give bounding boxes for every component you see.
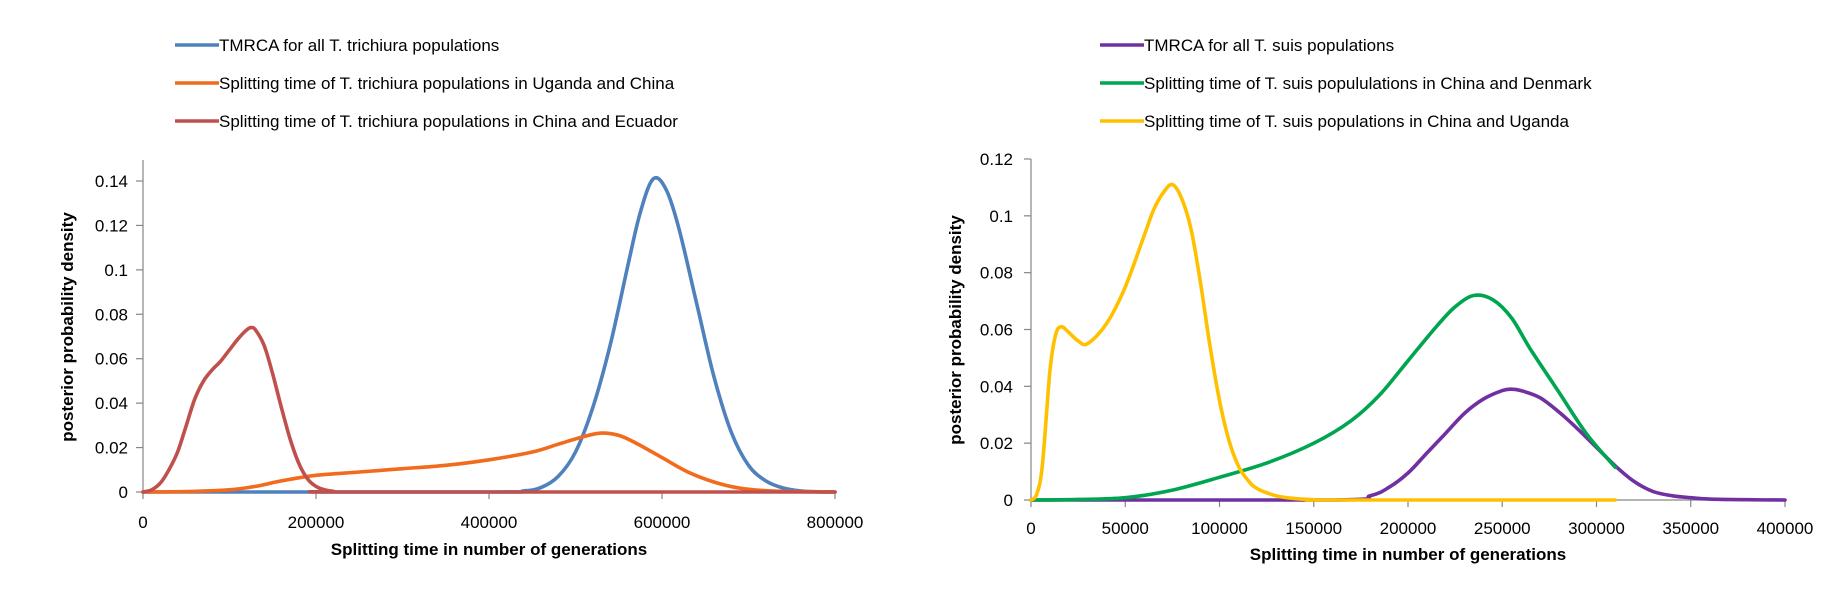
x-tick-label: 800000 [807, 513, 864, 532]
plot-area: 0 0.02 0.04 0.06 0.08 0.1 0.12 0.14 0 200000 40000… [95, 160, 863, 532]
x-tick-label: 300000 [1568, 519, 1625, 538]
chart-trichiura: TMRCA for all T. trichiura populations Sp… [58, 36, 863, 559]
x-tick-label: 0 [1026, 519, 1035, 538]
legend-item: Splitting time of T. suis popululations … [1100, 74, 1592, 93]
x-tick-label: 350000 [1662, 519, 1719, 538]
y-tick-label: 0.1 [989, 207, 1013, 226]
x-tick-label: 150000 [1285, 519, 1342, 538]
x-axis-title: Splitting time in number of generations [1250, 545, 1566, 564]
legend: TMRCA for all T. trichiura populations Sp… [175, 36, 678, 131]
x-tick-label: 400000 [1757, 519, 1814, 538]
legend-item: TMRCA for all T. suis populations [1100, 36, 1394, 55]
x-tick-label: 50000 [1102, 519, 1149, 538]
x-axis-title: Splitting time in number of generations [331, 540, 647, 559]
legend-label: TMRCA for all T. trichiura populations [219, 36, 499, 55]
legend-item: TMRCA for all T. trichiura populations [175, 36, 499, 55]
y-tick-label: 0.08 [95, 305, 128, 324]
y-axis-title: posterior probability density [946, 215, 965, 445]
legend-label: Splitting time of T. trichiura populatio… [219, 74, 675, 93]
legend: TMRCA for all T. suis populations Splitti… [1100, 36, 1592, 131]
y-tick-label: 0.12 [980, 150, 1013, 169]
legend-item: Splitting time of T. suis populations in… [1100, 112, 1569, 131]
legend-label: TMRCA for all T. suis populations [1144, 36, 1394, 55]
y-tick-label: 0.06 [95, 350, 128, 369]
y-tick-label: 0.14 [95, 172, 128, 191]
x-tick-label: 0 [138, 513, 147, 532]
x-tick-label: 200000 [1380, 519, 1437, 538]
y-tick-label: 0.06 [980, 321, 1013, 340]
x-tick-label: 200000 [288, 513, 345, 532]
series-line-1 [141, 175, 837, 494]
y-axis-title: posterior probability density [58, 212, 77, 442]
series-line-3 [1029, 182, 1618, 502]
legend-item: Splitting time of T. trichiura populatio… [175, 74, 675, 93]
x-tick-label: 250000 [1474, 519, 1531, 538]
y-tick-label: 0.04 [980, 377, 1013, 396]
series-line-2 [1029, 293, 1618, 502]
series-line-2 [141, 431, 837, 494]
y-tick-label: 0.1 [104, 261, 128, 280]
plot-area: 0 0.02 0.04 0.06 0.08 0.1 0.12 0 50000 100000 1500… [980, 150, 1813, 538]
y-tick-label: 0.02 [980, 434, 1013, 453]
chart-suis: TMRCA for all T. suis populations Splitti… [946, 36, 1813, 564]
series-line-1 [1029, 387, 1787, 502]
y-tick-label: 0.04 [95, 394, 128, 413]
y-tick-label: 0.02 [95, 439, 128, 458]
x-tick-label: 100000 [1191, 519, 1248, 538]
legend-label: Splitting time of T. suis populations in… [1144, 112, 1569, 131]
legend-label: Splitting time of T. trichiura populatio… [219, 112, 678, 131]
series-line-3 [141, 325, 837, 494]
legend-label: Splitting time of T. suis popululations … [1144, 74, 1592, 93]
y-tick-label: 0.08 [980, 264, 1013, 283]
x-tick-label: 600000 [634, 513, 691, 532]
legend-item: Splitting time of T. trichiura populatio… [175, 112, 678, 131]
x-tick-label: 400000 [461, 513, 518, 532]
y-tick-label: 0 [1004, 491, 1013, 510]
y-tick-label: 0.12 [95, 216, 128, 235]
y-tick-label: 0 [119, 483, 128, 502]
